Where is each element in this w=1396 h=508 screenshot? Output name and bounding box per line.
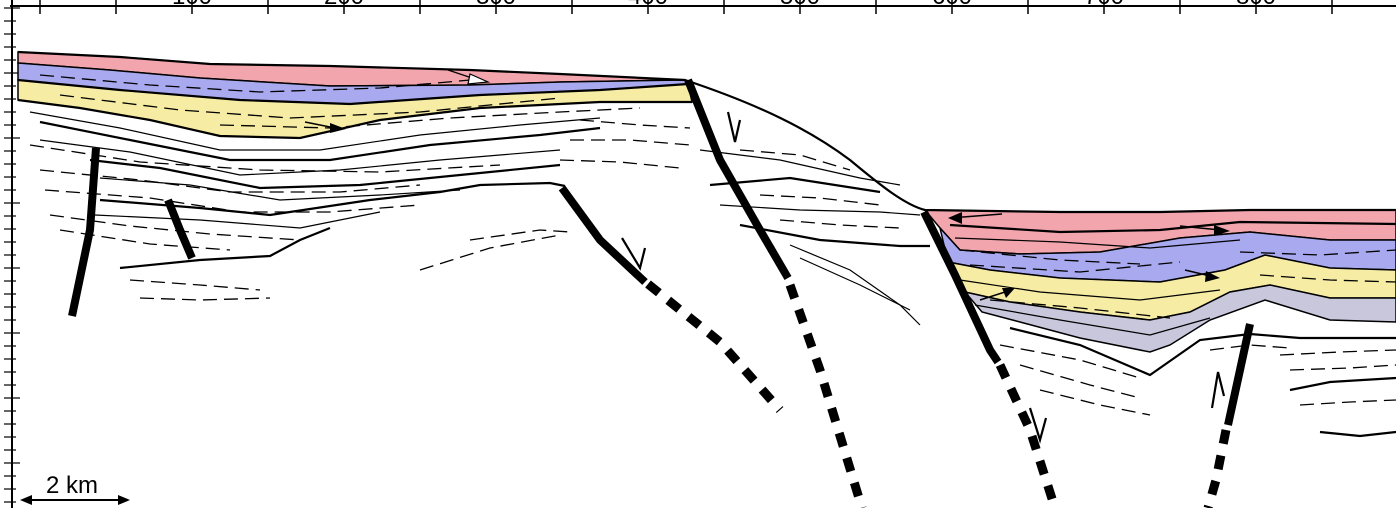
scale-bar-label: 2 km (46, 472, 98, 499)
fault-3-inferred (645, 280, 784, 413)
fault-6 (1224, 323, 1254, 426)
horizon-lines (17, 78, 1396, 438)
fault-5 (920, 210, 1002, 365)
top-axis: 100200300400500600700800 (10, 0, 1396, 14)
faults-solid (68, 78, 1254, 426)
dashed-reflectors (29, 74, 1396, 416)
fault-6-inferred (1203, 429, 1231, 508)
fault-5-inferred (995, 363, 1060, 508)
slip-arrows (621, 111, 1226, 444)
fault-2 (164, 198, 196, 260)
left-axis (4, 0, 20, 508)
fault-1 (68, 147, 100, 317)
faults-inferred (645, 280, 1231, 508)
fault-4 (684, 78, 792, 281)
topographic-surface (17, 50, 1396, 214)
fault-4-inferred (785, 283, 867, 508)
grey-unit-right (962, 284, 1396, 353)
onlap-arrows (304, 69, 1230, 301)
fault-3 (558, 185, 648, 285)
scale-bar: 2 km (20, 472, 130, 505)
